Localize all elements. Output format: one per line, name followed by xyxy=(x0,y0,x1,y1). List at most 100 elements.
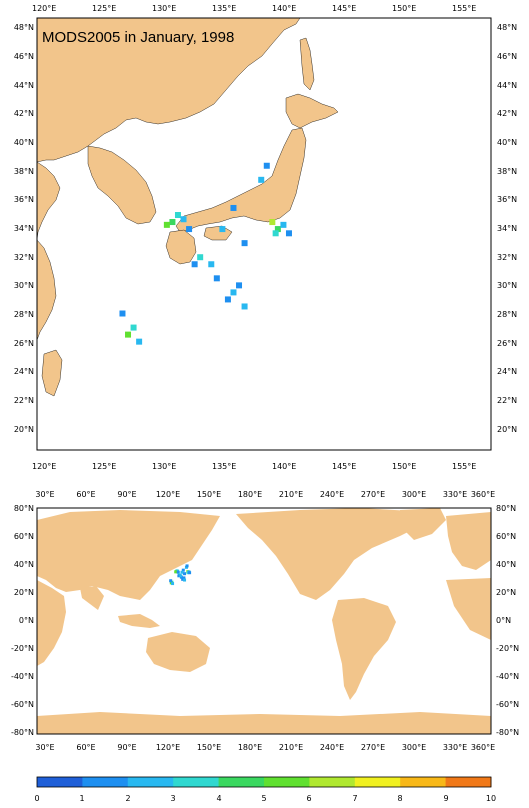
lon-label: 60°E xyxy=(76,490,95,499)
lon-label: 270°E xyxy=(361,743,385,752)
observation-cell xyxy=(241,303,248,310)
observation-cell xyxy=(163,221,170,228)
lon-label: 180°E xyxy=(238,490,262,499)
colorbar-swatches xyxy=(37,777,492,787)
global-lat-labels-right: 80°N 60°N 40°N 20°N 0°N -20°N -40°N -60°… xyxy=(496,504,519,737)
colorbar-swatch xyxy=(127,777,174,787)
lat-label: 44°N xyxy=(14,81,34,90)
lon-label: 150°E xyxy=(392,462,416,471)
lon-label: 210°E xyxy=(279,743,303,752)
colorbar: 0 1 2 3 4 5 6 7 8 9 10 xyxy=(34,776,496,803)
observation-cell xyxy=(213,275,220,282)
global-observations xyxy=(169,564,192,586)
lat-label: 22°N xyxy=(497,396,517,405)
lat-label: 38°N xyxy=(14,167,34,176)
lat-label: 48°N xyxy=(497,23,517,32)
lat-label: -20°N xyxy=(11,644,34,653)
land-taiwan xyxy=(41,349,63,397)
observation-cell xyxy=(174,570,178,574)
lat-label: 40°N xyxy=(14,560,34,569)
lon-label: 125°E xyxy=(92,4,116,13)
lon-label: 140°E xyxy=(272,4,296,13)
global-frame xyxy=(36,507,492,735)
lat-label: 30°N xyxy=(14,281,34,290)
lon-label: 90°E xyxy=(117,743,136,752)
land-korea xyxy=(87,145,157,225)
lon-label: 360°E xyxy=(471,743,495,752)
lon-label: 150°E xyxy=(392,4,416,13)
colorbar-label: 2 xyxy=(125,794,130,803)
lat-label: 24°N xyxy=(14,367,34,376)
lon-label: 130°E xyxy=(152,4,176,13)
lon-label: 145°E xyxy=(332,462,356,471)
colorbar-swatch xyxy=(309,777,356,787)
lon-label: 130°E xyxy=(152,462,176,471)
lat-label: 32°N xyxy=(497,253,517,262)
observation-cell xyxy=(177,574,181,578)
colorbar-swatch xyxy=(82,777,129,787)
lat-label: 46°N xyxy=(14,52,34,61)
regional-lat-labels-right: 48°N 46°N 44°N 42°N 40°N 38°N 36°N 34°N … xyxy=(497,23,517,434)
lat-label: 44°N xyxy=(497,81,517,90)
lat-label: 32°N xyxy=(14,253,34,262)
lon-label: 30°E xyxy=(35,490,54,499)
lat-label: -80°N xyxy=(496,728,519,737)
land-australia xyxy=(146,632,210,672)
observation-cell xyxy=(185,564,189,568)
observation-cell xyxy=(169,579,173,583)
lat-label: 24°N xyxy=(497,367,517,376)
observation-cell xyxy=(236,282,243,289)
lat-label: -60°N xyxy=(11,700,34,709)
colorbar-label: 6 xyxy=(306,794,311,803)
lon-label: 90°E xyxy=(117,490,136,499)
lon-label: 60°E xyxy=(76,743,95,752)
lat-label: 36°N xyxy=(14,195,34,204)
observation-cell xyxy=(241,240,248,247)
land-north-america xyxy=(236,508,430,600)
observation-cell xyxy=(176,570,180,574)
observation-cell xyxy=(269,219,276,226)
land-antarctica xyxy=(37,712,491,734)
observation-cell xyxy=(285,230,292,237)
observation-cell xyxy=(136,338,143,345)
lon-label: 150°E xyxy=(197,490,221,499)
lon-label: 120°E xyxy=(32,462,56,471)
colorbar-frame xyxy=(36,776,492,788)
observation-cell xyxy=(169,219,176,226)
lon-label: 240°E xyxy=(320,490,344,499)
observation-cell xyxy=(174,212,181,219)
lat-label: 34°N xyxy=(14,224,34,233)
lon-label: 140°E xyxy=(272,462,296,471)
global-lon-labels-bottom: 30°E 60°E 90°E 120°E 150°E 180°E 210°E 2… xyxy=(35,743,495,752)
lat-label: -40°N xyxy=(11,672,34,681)
colorbar-swatch xyxy=(264,777,310,787)
observation-cell xyxy=(191,261,198,268)
regional-map: MODS2005 in January, 1998 120°E 125°E 13… xyxy=(14,4,517,471)
observation-cell xyxy=(171,582,175,586)
lon-label: 330°E xyxy=(443,743,467,752)
lon-label: 330°E xyxy=(443,490,467,499)
land-honshu xyxy=(175,127,307,233)
lon-label: 155°E xyxy=(452,462,476,471)
colorbar-label: 0 xyxy=(34,794,39,803)
lat-label: 28°N xyxy=(497,310,517,319)
colorbar-label: 9 xyxy=(443,794,448,803)
colorbar-swatch xyxy=(400,777,447,787)
lat-label: 0°N xyxy=(19,616,34,625)
observation-cell xyxy=(230,289,237,296)
observation-cell xyxy=(197,254,204,261)
observation-cell xyxy=(208,261,215,268)
lon-label: 240°E xyxy=(320,743,344,752)
lat-label: 30°N xyxy=(497,281,517,290)
land-china-south xyxy=(36,239,57,341)
lat-label: 60°N xyxy=(496,532,516,541)
lon-label: 300°E xyxy=(402,743,426,752)
observation-cell xyxy=(258,176,265,183)
lat-label: 20°N xyxy=(14,425,34,434)
lon-label: 150°E xyxy=(197,743,221,752)
land-indonesia xyxy=(118,614,160,628)
observation-cell xyxy=(180,216,187,223)
observation-cell xyxy=(119,310,126,317)
observation-cell xyxy=(130,324,137,331)
